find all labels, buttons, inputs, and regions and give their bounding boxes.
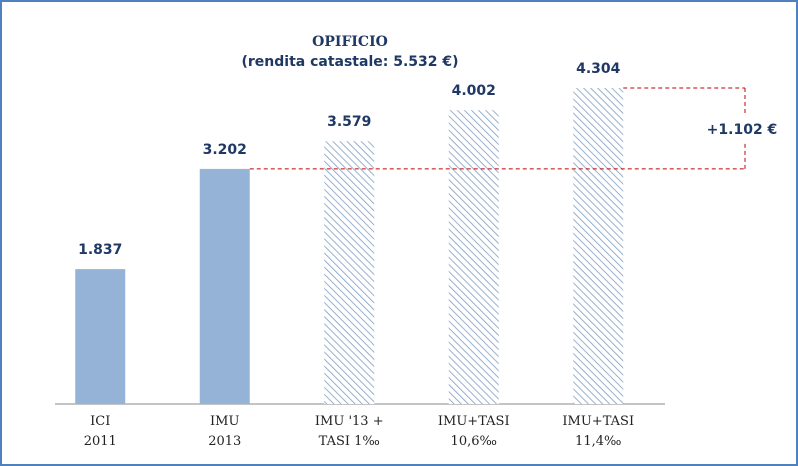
bar: [199, 168, 250, 404]
bar: [75, 269, 126, 404]
annotation: +1.102 €: [707, 122, 778, 138]
value-label: 3.202: [203, 142, 247, 158]
x-tick-label: ICI 2011: [83, 414, 117, 449]
x-tick-label: IMU 2013: [208, 414, 242, 449]
chart-subtitle: (rendita catastale: 5.532 €): [241, 54, 458, 70]
value-label: 1.837: [78, 242, 122, 258]
value-label: 4.002: [452, 83, 496, 99]
chart-title: OPIFICIO: [312, 34, 388, 50]
value-label: 4.304: [576, 61, 621, 77]
x-tick-label: IMU '13 + TASI 1‰: [314, 414, 384, 449]
bar: [573, 88, 624, 404]
bar: [448, 110, 499, 405]
value-label: 3.579: [327, 114, 371, 130]
bar: [324, 141, 375, 404]
x-tick-label: IMU+TASI 11,4‰: [562, 414, 635, 449]
x-tick-label: IMU+TASI 10,6‰: [437, 414, 510, 449]
